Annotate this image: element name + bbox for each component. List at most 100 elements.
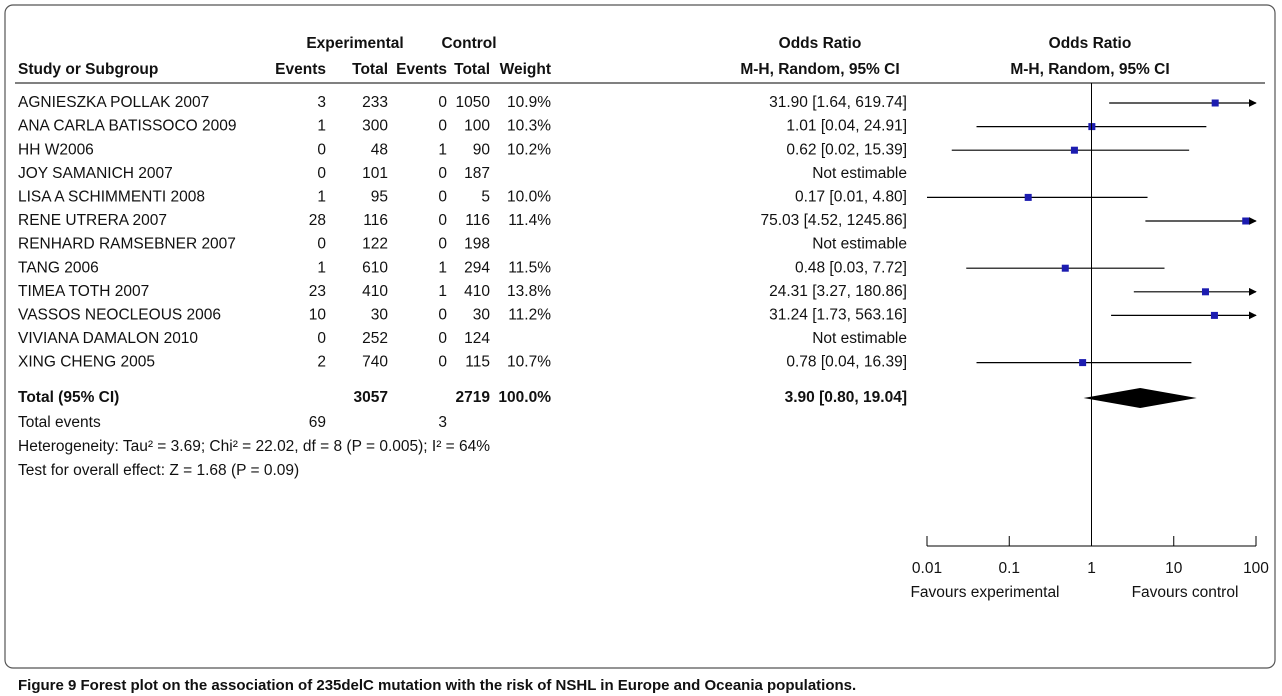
cell: 116 [465, 212, 490, 229]
cell: 1 [438, 259, 447, 276]
point-estimate [1070, 146, 1078, 154]
cell: 187 [464, 165, 490, 182]
column-header: Total [454, 61, 490, 78]
cell: ANA CARLA BATISSOCO 2009 [18, 118, 237, 135]
total-cell: 2719 [456, 389, 491, 406]
column-header: M-H, Random, 95% CI [740, 61, 899, 78]
pooled-diamond [1083, 388, 1197, 408]
cell: 10.2% [507, 141, 551, 158]
cell: 100 [464, 118, 490, 135]
overall-effect: Test for overall effect: Z = 1.68 (P = 0… [18, 462, 299, 479]
column-header: Total [352, 61, 388, 78]
odds-ratio-label: Not estimable [812, 330, 907, 347]
odds-ratio-label: 75.03 [4.52, 1245.86] [760, 212, 907, 229]
cell: 1050 [456, 94, 491, 111]
cell: 410 [362, 283, 388, 300]
column-header: Events [396, 61, 447, 78]
total-or-label: 3.90 [0.80, 19.04] [785, 389, 907, 406]
total-events-label: Total events [18, 414, 101, 431]
cell: 1 [438, 283, 447, 300]
total-cell: 3057 [354, 389, 388, 406]
header-group: Odds Ratio [779, 35, 862, 52]
column-header: M-H, Random, 95% CI [1010, 61, 1169, 78]
cell: RENE UTRERA 2007 [18, 212, 167, 229]
cell: RENHARD RAMSEBNER 2007 [18, 236, 236, 253]
cell: 233 [362, 94, 388, 111]
cell: 3 [317, 94, 326, 111]
point-estimate [1201, 288, 1209, 296]
cell: 124 [464, 330, 490, 347]
odds-ratio-label: Not estimable [812, 165, 907, 182]
x-tick-label: 100 [1243, 560, 1269, 577]
cell: 23 [309, 283, 326, 300]
odds-ratio-label: 31.90 [1.64, 619.74] [769, 94, 907, 111]
odds-ratio-label: 31.24 [1.73, 563.16] [769, 306, 907, 323]
cell: 116 [363, 212, 388, 229]
cell: 0 [438, 306, 447, 323]
cell: 101 [362, 165, 388, 182]
heterogeneity: Heterogeneity: Tau² = 3.69; Chi² = 22.02… [18, 438, 490, 455]
cell: VASSOS NEOCLEOUS 2006 [18, 306, 221, 323]
cell: 48 [371, 141, 388, 158]
cell: 10.0% [507, 188, 551, 205]
cell: JOY SAMANICH 2007 [18, 165, 173, 182]
cell: 1 [317, 118, 326, 135]
cell: LISA A SCHIMMENTI 2008 [18, 188, 205, 205]
cell: 5 [481, 188, 490, 205]
odds-ratio-label: 0.48 [0.03, 7.72] [795, 259, 907, 276]
total-cell: 100.0% [498, 389, 551, 406]
x-tick-label: 0.01 [912, 560, 942, 577]
cell: 11.5% [508, 259, 551, 276]
cell: 90 [473, 141, 491, 158]
point-estimate [1024, 193, 1032, 201]
cell: 0 [317, 236, 326, 253]
header-group: Experimental [306, 35, 403, 52]
odds-ratio-label: 0.17 [0.01, 4.80] [795, 188, 907, 205]
odds-ratio-label: 0.62 [0.02, 15.39] [786, 141, 907, 158]
total-label: Total (95% CI) [18, 389, 119, 406]
column-header: Study or Subgroup [18, 61, 158, 78]
cell: 0 [438, 236, 447, 253]
cell: 11.2% [508, 306, 551, 323]
column-header: Events [275, 61, 326, 78]
cell: 252 [362, 330, 388, 347]
cell: 11.4% [508, 212, 551, 229]
odds-ratio-label: 0.78 [0.04, 16.39] [786, 354, 907, 371]
x-tick-label: 10 [1165, 560, 1183, 577]
cell: 1 [317, 259, 326, 276]
cell: 95 [371, 188, 388, 205]
header-group: Control [441, 35, 496, 52]
cell: 28 [309, 212, 326, 229]
cell: 198 [464, 236, 490, 253]
point-estimate [1242, 217, 1250, 225]
x-label: Favours control [1132, 584, 1239, 601]
cell: 740 [362, 354, 388, 371]
odds-ratio-label: 24.31 [3.27, 180.86] [769, 283, 907, 300]
total-events: 69 [309, 414, 326, 431]
point-estimate [1079, 359, 1087, 367]
cell: 30 [371, 306, 389, 323]
cell: 0 [438, 212, 447, 229]
caption: Figure 9 Forest plot on the association … [18, 677, 856, 694]
cell: 0 [438, 118, 447, 135]
cell: 10.9% [507, 94, 551, 111]
cell: TANG 2006 [18, 259, 99, 276]
cell: 294 [464, 259, 490, 276]
cell: 1 [438, 141, 447, 158]
cell: 0 [438, 188, 447, 205]
cell: 10.3% [507, 118, 551, 135]
cell: 10.7% [507, 354, 551, 371]
cell: 0 [317, 141, 326, 158]
header-group: Odds Ratio [1049, 35, 1132, 52]
cell: 0 [317, 165, 326, 182]
cell: 410 [464, 283, 490, 300]
cell: VIVIANA DAMALON 2010 [18, 330, 198, 347]
cell: XING CHENG 2005 [18, 354, 155, 371]
x-tick-label: 1 [1087, 560, 1096, 577]
cell: 0 [438, 354, 447, 371]
cell: 30 [473, 306, 491, 323]
cell: TIMEA TOTH 2007 [18, 283, 149, 300]
point-estimate [1061, 264, 1069, 272]
cell: 0 [438, 165, 447, 182]
